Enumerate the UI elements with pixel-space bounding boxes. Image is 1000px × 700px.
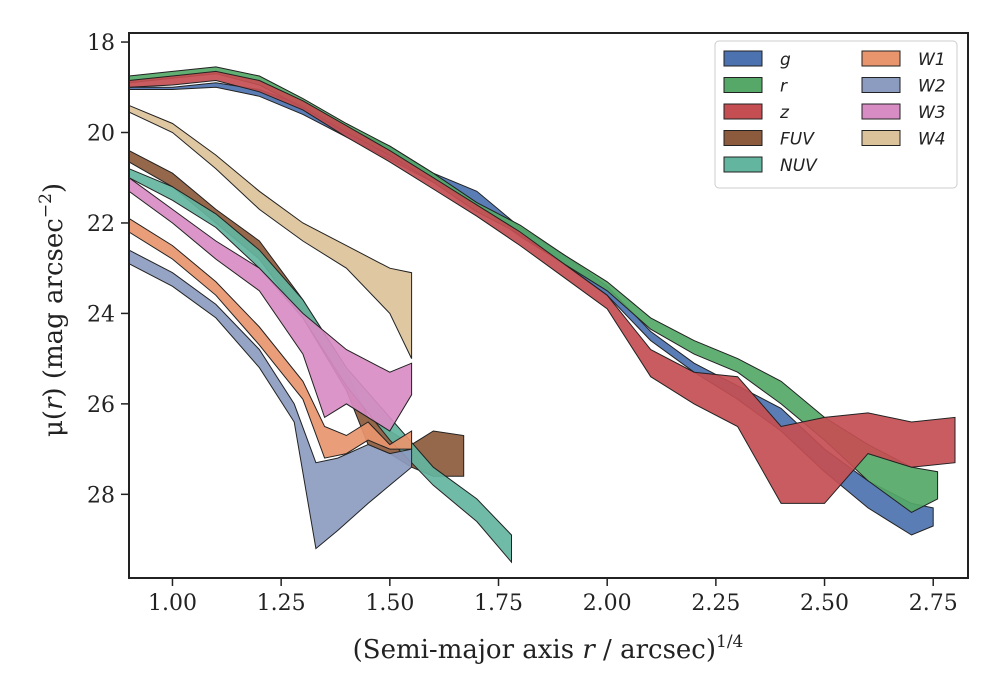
legend-swatch-w2	[861, 77, 901, 93]
x-tick-label: 1.00	[148, 591, 197, 616]
legend-swatch-g	[723, 50, 763, 67]
legend-label-fuv: FUV	[780, 130, 815, 150]
legend-label-w3: W3	[918, 103, 946, 123]
legend-swatch-w4	[861, 130, 901, 146]
y-axis-label-mid: ) (mag arcsec	[39, 218, 69, 397]
x-tick-label: 1.25	[257, 591, 306, 616]
y-axis-label-suffix: )	[39, 183, 69, 193]
y-tick-label: 20	[87, 122, 115, 147]
y-axis-label-var: r	[39, 396, 69, 410]
x-axis-label-mid: / arcsec)	[595, 635, 716, 665]
y-axis-label-exponent: −2	[36, 193, 56, 218]
x-axis-label-var: r	[582, 635, 596, 665]
y-axis: 18 20 22 24 26 28	[87, 31, 129, 508]
legend-swatch-nuv	[723, 156, 763, 173]
band-nuv	[128, 167, 512, 564]
x-axis-label-prefix: (Semi-major axis	[353, 635, 583, 665]
legend-swatch-w1	[861, 50, 901, 67]
legend-label-r: r	[780, 77, 788, 97]
x-tick-label: 2.25	[691, 591, 740, 616]
x-axis-label-exponent: 1/4	[716, 632, 743, 652]
legend-swatch-fuv	[723, 130, 763, 146]
band-w2	[128, 249, 413, 550]
y-tick-label: 28	[87, 483, 115, 508]
y-tick-label: 18	[87, 31, 115, 56]
legend-label-w2: W2	[918, 77, 946, 97]
band-w4	[128, 104, 413, 359]
series-layer	[128, 66, 956, 564]
y-axis-label: μ(r) (mag arcsec−2)	[36, 183, 69, 437]
x-tick-label: 1.75	[474, 591, 523, 616]
legend-label-g: g	[780, 50, 791, 70]
x-tick-label: 2.00	[583, 591, 632, 616]
plot-frame	[128, 32, 969, 579]
legend-label-nuv: NUV	[780, 156, 818, 176]
x-tick-label: 1.50	[365, 591, 414, 616]
y-tick-label: 22	[87, 212, 115, 237]
legend-swatch-z	[723, 103, 763, 120]
y-axis-label-prefix: μ(	[39, 410, 69, 437]
legend-label-z: z	[779, 103, 790, 123]
x-axis: 1.00 1.25 1.50 1.75 2.00 2.25 2.50 2.75	[148, 578, 958, 616]
band-z	[128, 70, 956, 504]
band-w3	[128, 176, 413, 432]
legend-swatch-r	[723, 77, 763, 93]
legend-swatch-w3	[861, 103, 901, 120]
legend-label-w4: W4	[918, 130, 946, 150]
x-axis-label: (Semi-major axis r / arcsec)1/4	[353, 632, 744, 665]
y-tick-label: 24	[87, 302, 115, 327]
x-tick-label: 2.50	[800, 591, 849, 616]
y-tick-label: 26	[87, 393, 115, 418]
legend-label-w1: W1	[918, 50, 946, 70]
legend: grz FUV NUV W1 W2 W3 W4	[714, 40, 958, 189]
x-tick-label: 2.75	[909, 591, 958, 616]
